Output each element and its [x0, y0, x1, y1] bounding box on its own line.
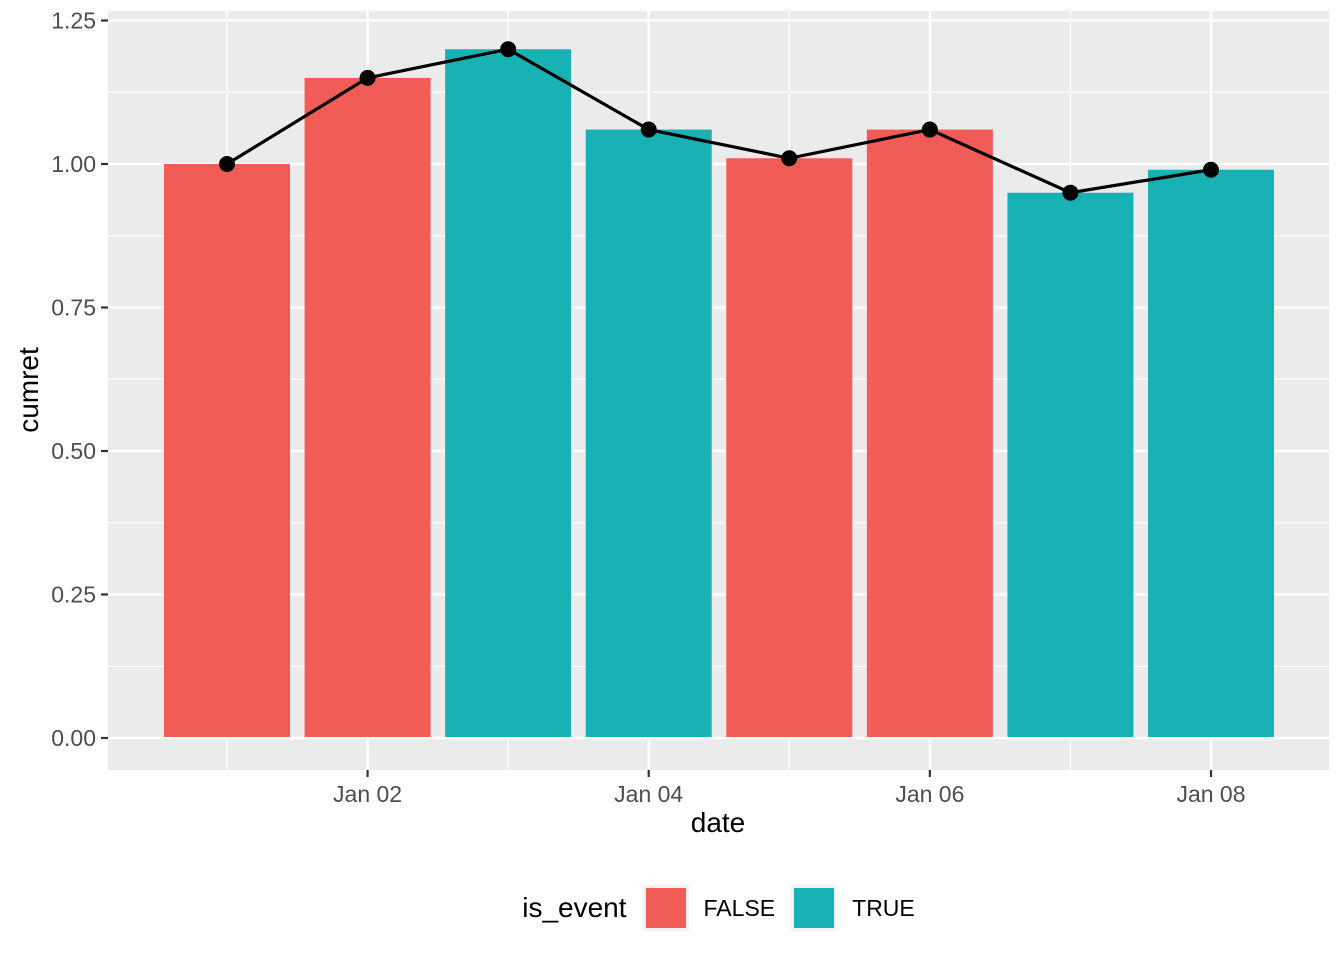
legend-key-false [642, 885, 689, 931]
data-point [359, 69, 376, 86]
legend-label-true: TRUE [852, 894, 915, 921]
bar-false [164, 164, 290, 737]
legend-entry-true: TRUE [791, 885, 915, 931]
bar-true [1147, 169, 1274, 738]
y-tick-label: 0.00 [51, 725, 96, 751]
bar-true [445, 49, 572, 737]
data-point [1062, 184, 1079, 201]
chart-canvas: 0.00 0.25 0.50 0.75 1.00 1.25 Jan 02 Jan 04 Jan … [51, 8, 1329, 807]
x-tick-label: Jan 06 [895, 781, 964, 807]
legend: is_event FALSE TRUE [108, 884, 1329, 932]
bar-true [1007, 192, 1134, 737]
data-point [219, 156, 235, 172]
legend-label-false: FALSE [703, 894, 776, 921]
y-axis-title: cumret [13, 347, 44, 433]
bar-false [726, 158, 853, 737]
data-point [500, 41, 517, 58]
x-tick-label: Jan 08 [1176, 781, 1245, 807]
x-axis-title: date [690, 807, 746, 838]
bar-false [304, 77, 431, 737]
data-point [1202, 161, 1219, 178]
bar-false [866, 129, 993, 737]
trend-line [226, 47, 1212, 195]
x-tick-label: Jan 02 [333, 781, 402, 807]
legend-key-true [791, 885, 838, 931]
y-tick-label: 1.25 [51, 8, 96, 34]
data-point [921, 121, 938, 138]
data-point [640, 121, 657, 138]
x-tick-label: Jan 04 [614, 781, 683, 807]
y-tick-label: 0.25 [51, 582, 96, 608]
bar-true [585, 129, 712, 737]
true-swatch-icon [794, 888, 835, 928]
data-point [781, 150, 798, 167]
legend-title: is_event [522, 892, 627, 923]
y-tick-label: 0.50 [51, 438, 96, 464]
y-tick-label: 1.00 [51, 151, 96, 177]
legend-entry-false: FALSE [642, 885, 776, 931]
y-tick-label: 0.75 [51, 295, 96, 321]
false-swatch-icon [645, 888, 686, 928]
